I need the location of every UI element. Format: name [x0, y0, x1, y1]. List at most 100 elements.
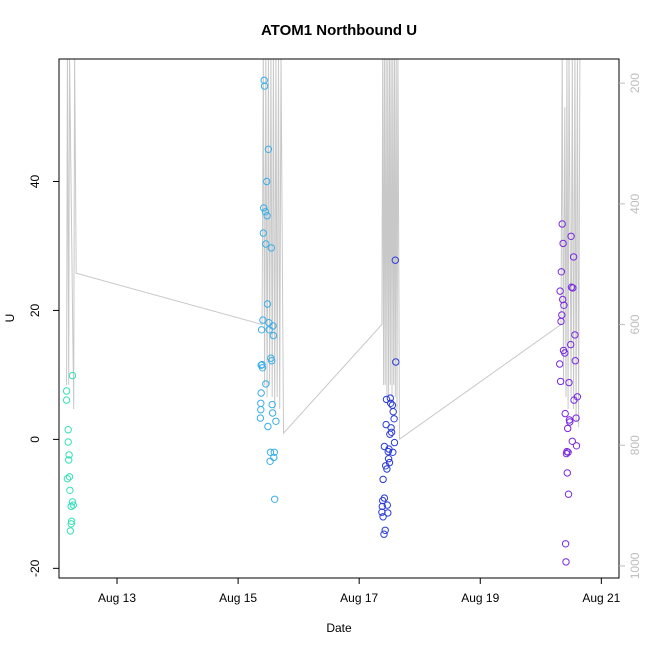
data-point [559, 239, 567, 248]
data-point [62, 396, 71, 404]
data-point [268, 409, 277, 417]
y-tick-label: 40 [28, 175, 42, 189]
data-point [269, 322, 277, 330]
y-axis-label: U [3, 314, 17, 323]
data-point [390, 438, 399, 447]
x-tick-label: Aug 15 [219, 591, 257, 605]
data-point [258, 360, 266, 369]
x-axis-label: Date [326, 621, 352, 635]
depth-tick-label: 400 [628, 194, 642, 214]
data-point [564, 448, 572, 456]
data-point [567, 340, 575, 349]
y-tick-label: -20 [28, 559, 42, 577]
x-tick-label: Aug 19 [461, 591, 499, 605]
data-point [66, 486, 74, 494]
data-point [568, 437, 576, 445]
data-point [556, 377, 565, 386]
data-point [65, 456, 73, 464]
data-point [387, 428, 396, 436]
data-point [64, 438, 72, 446]
data-point [263, 212, 271, 220]
data-point [380, 530, 388, 538]
depth-tick-label: 600 [628, 314, 642, 334]
data-point [269, 331, 278, 340]
data-point [263, 177, 271, 186]
data-point [389, 448, 397, 456]
data-point [68, 371, 77, 380]
data-point [264, 422, 272, 431]
data-point [561, 540, 570, 548]
data-point [260, 76, 268, 85]
plot-frame [58, 58, 620, 579]
data-point [391, 256, 399, 264]
data-point [263, 300, 272, 308]
data-point [271, 495, 279, 503]
depth-tick-label: 800 [628, 435, 642, 455]
data-point [65, 473, 74, 481]
data-point [560, 301, 568, 309]
data-point [63, 475, 72, 483]
data-point [67, 517, 76, 525]
data-point [556, 287, 564, 295]
data-point [384, 455, 393, 463]
x-tick-label: Aug 13 [98, 591, 136, 605]
data-point [571, 357, 579, 365]
data-point [566, 418, 574, 426]
data-point [558, 220, 566, 228]
data-point [62, 387, 71, 395]
data-point [567, 232, 575, 241]
data-point [385, 458, 394, 467]
data-point [270, 453, 278, 462]
x-axis: Aug 13 Aug 15 Aug 17 Aug 19 Aug 21 [98, 578, 621, 605]
data-point [265, 326, 273, 334]
x-tick-label: Aug 17 [340, 591, 378, 605]
data-point [392, 358, 400, 366]
data-point [267, 244, 275, 252]
data-point [69, 501, 78, 509]
data-point [262, 240, 270, 248]
data-point [387, 399, 395, 407]
y-tick-label: 0 [28, 436, 42, 443]
data-point [561, 349, 569, 357]
data-point [572, 414, 580, 422]
data-point [258, 364, 267, 372]
data-point [67, 520, 75, 528]
data-point [565, 378, 573, 387]
data-point [557, 268, 566, 276]
depth-trace-layer [66, 59, 581, 441]
data-points-layer [62, 76, 582, 566]
data-point [68, 498, 77, 506]
data-point [563, 447, 571, 456]
data-point [257, 399, 265, 407]
data-point [67, 502, 75, 511]
data-point [260, 204, 268, 212]
data-point [272, 417, 280, 425]
data-point [381, 526, 389, 534]
data-point [66, 527, 75, 535]
data-point [564, 424, 572, 433]
data-point [259, 316, 267, 324]
data-point [563, 469, 571, 477]
data-point [562, 558, 570, 566]
data-point [257, 389, 265, 397]
data-point [379, 475, 387, 484]
data-point [384, 509, 392, 517]
data-point [264, 145, 273, 154]
data-point [386, 430, 394, 438]
data-point [573, 393, 582, 401]
y-tick-label: 20 [28, 303, 42, 317]
depth-tick-label: 1000 [628, 552, 642, 579]
data-point [386, 394, 394, 402]
data-point [564, 490, 573, 498]
data-point [383, 465, 391, 473]
data-point [378, 502, 386, 511]
data-point [569, 253, 578, 261]
data-point [268, 357, 276, 365]
data-point [65, 451, 73, 459]
chart-title: ATOM1 Northbound U [261, 22, 417, 39]
x-tick-label: Aug 21 [582, 591, 620, 605]
data-point [572, 442, 581, 450]
depth-tick-label: 200 [628, 73, 642, 93]
data-point [266, 457, 274, 465]
data-point [571, 331, 579, 339]
